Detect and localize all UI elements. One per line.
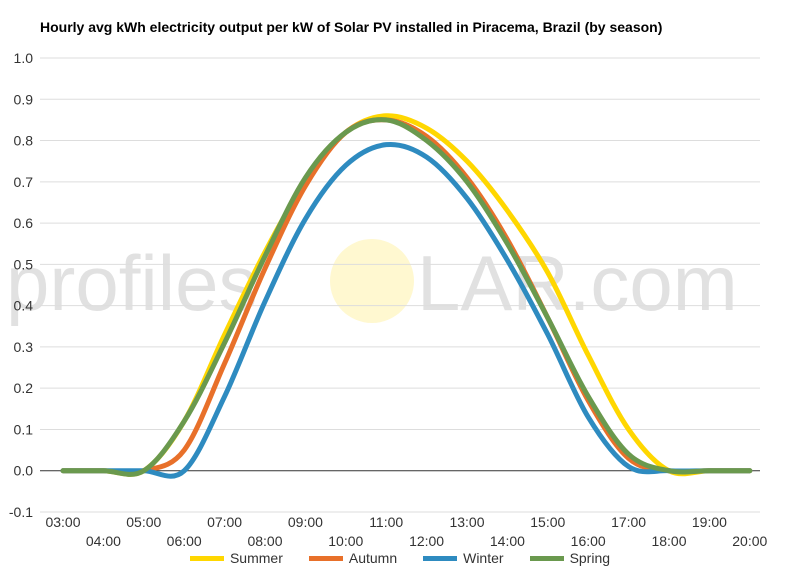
legend-item-autumn[interactable]: Autumn	[308, 549, 398, 567]
y-tick-label: -0.1	[9, 504, 33, 520]
series-line-spring	[60, 117, 753, 477]
legend-item-summer[interactable]: Summer	[189, 549, 283, 567]
y-tick-label: 0.0	[14, 463, 34, 479]
x-tick-label: 15:00	[530, 514, 565, 530]
x-tick-label: 11:00	[369, 514, 403, 530]
series-line-winter	[60, 141, 753, 479]
x-tick-label: 06:00	[167, 533, 202, 549]
x-tick-label: 17:00	[611, 514, 646, 530]
x-tick-label: 13:00	[449, 514, 484, 530]
chart-title: Hourly avg kWh electricity output per kW…	[40, 19, 663, 35]
watermark-text-right: LAR.com	[417, 239, 738, 327]
x-tick-label: 03:00	[45, 514, 80, 530]
y-tick-label: 0.9	[14, 91, 34, 107]
legend-label: Winter	[463, 550, 504, 566]
legend-label: Summer	[229, 550, 283, 566]
x-tick-label: 14:00	[490, 533, 525, 549]
x-tick-label: 07:00	[207, 514, 242, 530]
y-tick-label: 0.1	[14, 421, 34, 437]
y-tick-label: 0.2	[14, 380, 34, 396]
legend-swatch	[189, 555, 224, 561]
y-axis-ticks: 1.0 0.9 0.8 0.7 0.6 0.5 0.4 0.3 0.2 0.1 0.0 -0.1	[9, 50, 33, 520]
legend-label: Spring	[569, 550, 611, 566]
legend-item-spring[interactable]: Spring	[529, 549, 611, 567]
y-tick-label: 0.8	[14, 133, 34, 149]
x-tick-label: 16:00	[571, 533, 606, 549]
x-axis-ticks: 03:00 04:00 05:00 06:00 07:00 08:00 09:00 10:00…	[45, 514, 767, 549]
y-tick-label: 1.0	[14, 50, 34, 66]
watermark: profiles LAR.com	[6, 239, 738, 327]
x-tick-label: 08:00	[247, 533, 282, 549]
x-tick-label: 19:00	[692, 514, 727, 530]
legend: Summer Autumn Winter Spring	[0, 549, 800, 567]
y-tick-label: 0.6	[14, 215, 34, 231]
y-tick-label: 0.5	[14, 256, 34, 272]
series-lines	[60, 113, 753, 479]
legend-swatch	[529, 555, 564, 561]
x-tick-label: 04:00	[86, 533, 121, 549]
y-tick-label: 0.7	[14, 174, 34, 190]
x-tick-label: 10:00	[328, 533, 363, 549]
x-tick-label: 18:00	[651, 533, 686, 549]
y-tick-label: 0.3	[14, 339, 34, 355]
legend-label: Autumn	[348, 550, 398, 566]
x-tick-label: 20:00	[732, 533, 767, 549]
x-tick-label: 12:00	[409, 533, 444, 549]
watermark-sun-logo	[330, 239, 414, 323]
legend-swatch	[423, 555, 458, 561]
x-tick-label: 05:00	[126, 514, 161, 530]
watermark-text-left: profiles	[6, 239, 257, 327]
y-tick-label: 0.4	[14, 298, 34, 314]
legend-swatch	[308, 555, 343, 561]
x-tick-label: 09:00	[288, 514, 323, 530]
legend-item-winter[interactable]: Winter	[423, 549, 504, 567]
